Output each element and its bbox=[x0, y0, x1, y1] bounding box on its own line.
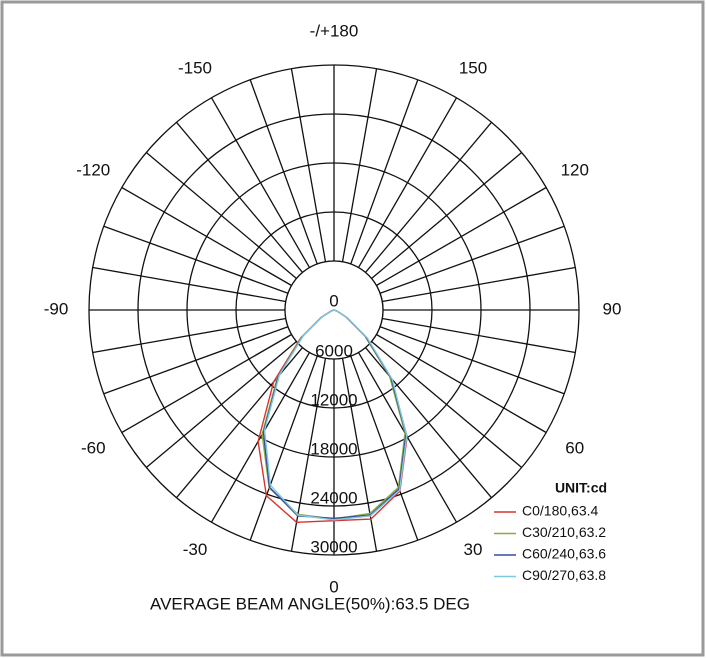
r-tick-label: 18000 bbox=[310, 439, 357, 458]
spoke bbox=[376, 186, 547, 287]
spoke bbox=[145, 340, 297, 468]
legend-label: C90/270,63.8 bbox=[522, 567, 606, 583]
spoke bbox=[121, 186, 292, 287]
spoke bbox=[210, 97, 311, 268]
spoke bbox=[382, 317, 576, 354]
r-tick-label: 0 bbox=[329, 291, 338, 310]
spoke bbox=[103, 225, 289, 294]
spoke bbox=[92, 266, 286, 303]
spoke bbox=[341, 68, 378, 262]
angle-tick-label: 120 bbox=[561, 160, 589, 179]
angle-tick-label: -30 bbox=[183, 540, 208, 559]
spoke bbox=[364, 121, 492, 273]
spoke bbox=[210, 352, 311, 523]
r-tick-label: 30000 bbox=[310, 537, 357, 556]
legend-label: C60/240,63.6 bbox=[522, 546, 606, 562]
labels: 0 6000 12000 18000 24000 30000 -/+180 150 120 90 6… bbox=[44, 21, 622, 596]
legend-label: C0/180,63.4 bbox=[522, 503, 598, 519]
spoke bbox=[382, 266, 576, 303]
angle-tick-label: -120 bbox=[76, 160, 110, 179]
angle-tick-label: 60 bbox=[565, 438, 584, 457]
spoke bbox=[290, 68, 327, 262]
spoke bbox=[350, 355, 419, 541]
chart-title: AVERAGE BEAM ANGLE(50%):63.5 DEG bbox=[150, 594, 470, 613]
spoke bbox=[371, 152, 523, 280]
spoke bbox=[176, 121, 304, 273]
spoke bbox=[290, 358, 327, 552]
angle-tick-label: 90 bbox=[603, 299, 622, 318]
spoke bbox=[249, 79, 318, 265]
angle-tick-label: -150 bbox=[178, 59, 212, 78]
spoke bbox=[376, 333, 547, 434]
spoke bbox=[350, 79, 419, 265]
angle-tick-label: 150 bbox=[459, 59, 487, 78]
curves bbox=[257, 309, 408, 524]
spoke bbox=[249, 355, 318, 541]
angle-tick-label: -/+180 bbox=[310, 21, 359, 40]
curve bbox=[263, 309, 408, 521]
spoke bbox=[357, 97, 458, 268]
angle-tick-label: 30 bbox=[464, 540, 483, 559]
spoke bbox=[371, 340, 523, 468]
angle-tick-label: -90 bbox=[44, 299, 69, 318]
unit-label: UNIT:cd bbox=[555, 480, 607, 496]
spoke bbox=[121, 333, 292, 434]
spoke bbox=[92, 317, 286, 354]
r-tick-label: 24000 bbox=[310, 488, 357, 507]
angle-tick-label: -60 bbox=[81, 438, 106, 457]
r-tick-label: 6000 bbox=[315, 341, 353, 360]
spoke bbox=[103, 326, 289, 395]
spoke bbox=[145, 152, 297, 280]
spoke bbox=[379, 225, 565, 294]
r-tick-label: 12000 bbox=[310, 390, 357, 409]
angle-tick-label: 0 bbox=[329, 577, 338, 596]
legend-label: C30/210,63.2 bbox=[522, 524, 606, 540]
polar-grid bbox=[88, 64, 580, 556]
spoke bbox=[379, 326, 565, 395]
